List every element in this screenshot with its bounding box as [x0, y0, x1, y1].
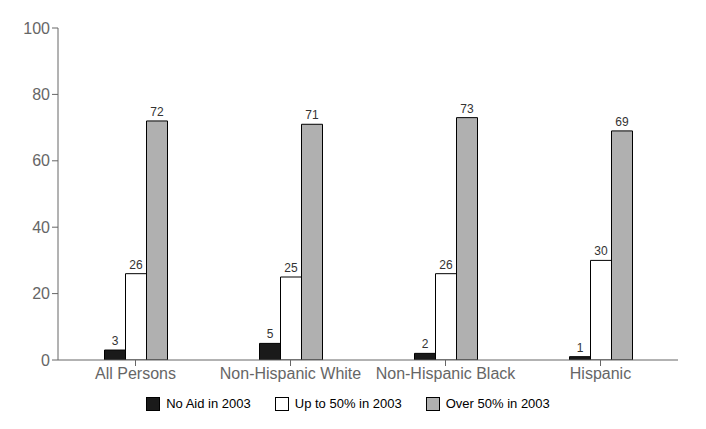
- svg-text:71: 71: [305, 108, 319, 122]
- html-text:Over 50% in 2003: Over 50% in 2003: [445, 396, 550, 411]
- svg-text:69: 69: [615, 115, 629, 129]
- svg-text:30: 30: [594, 244, 608, 258]
- svg-text:25: 25: [284, 261, 298, 275]
- html-text:No Aid in 2003: No Aid in 2003: [166, 396, 251, 411]
- svg-text:26: 26: [439, 258, 453, 272]
- svg-text:72: 72: [150, 105, 164, 119]
- svg-text:2: 2: [422, 337, 429, 351]
- svg-text:Non-Hispanic White: Non-Hispanic White: [220, 365, 361, 382]
- svg-text:100: 100: [23, 20, 50, 37]
- svg-text:80: 80: [32, 86, 50, 103]
- svg-text:60: 60: [32, 152, 50, 169]
- svg-text:3: 3: [112, 334, 119, 348]
- svg-text:20: 20: [32, 285, 50, 302]
- svg-text:Hispanic: Hispanic: [570, 365, 631, 382]
- svg-text:26: 26: [129, 258, 143, 272]
- svg-text:All Persons: All Persons: [95, 365, 176, 382]
- svg-text:73: 73: [460, 102, 474, 116]
- svg-text:5: 5: [267, 327, 274, 341]
- svg-text:40: 40: [32, 219, 50, 236]
- svg-text:1: 1: [577, 341, 584, 355]
- svg-text:Non-Hispanic Black: Non-Hispanic Black: [376, 365, 517, 382]
- svg-text:0: 0: [41, 352, 50, 369]
- html-text:Up to 50% in 2003: Up to 50% in 2003: [294, 396, 402, 411]
